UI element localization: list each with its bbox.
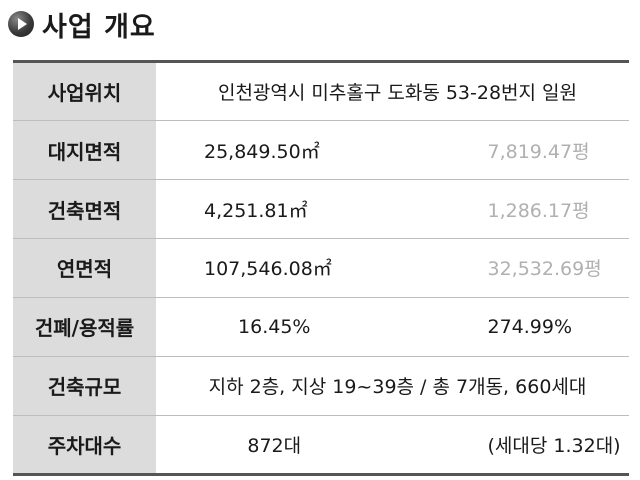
table-row-location: 사업위치 인천광역시 미추홀구 도화동 53-28번지 일원 — [13, 63, 629, 122]
site-area-pyeong: 7,819.47평 — [392, 120, 629, 181]
table-row-gross-floor-area: 연면적 107,546.08㎡ 32,532.69평 — [13, 238, 629, 298]
play-bullet-icon — [8, 11, 34, 37]
table-row-parking: 주차대수 872대 (세대당 1.32대) — [13, 415, 629, 473]
row-label: 건축면적 — [13, 179, 156, 240]
row-label: 연면적 — [13, 238, 156, 298]
parking-count: 872대 — [247, 434, 302, 457]
parking-per-household: (세대당 1.32대) — [487, 434, 621, 457]
table-row-building-scale: 건축규모 지하 2층, 지상 19~39층 / 총 7개동, 660세대 — [13, 356, 629, 416]
table-row-coverage-ratio: 건폐/용적률 16.45% 274.99% — [13, 297, 629, 357]
location-value: 인천광역시 미추홀구 도화동 53-28번지 일원 — [156, 63, 629, 122]
table-row-site-area: 대지면적 25,849.50㎡ 7,819.47평 — [13, 120, 629, 181]
row-label: 주차대수 — [13, 415, 156, 473]
building-scale-value: 지하 2층, 지상 19~39층 / 총 7개동, 660세대 — [156, 356, 629, 416]
floor-area-ratio: 274.99% — [392, 297, 629, 357]
gross-floor-area-pyeong: 32,532.69평 — [392, 238, 629, 298]
building-coverage-ratio: 16.45% — [156, 297, 393, 357]
section-heading: 사업 개요 — [8, 6, 156, 43]
gross-floor-area-sqm: 107,546.08㎡ — [156, 238, 393, 298]
overview-table: 사업위치 인천광역시 미추홀구 도화동 53-28번지 일원 대지면적 25,8… — [13, 60, 629, 476]
row-label: 건폐/용적률 — [13, 297, 156, 357]
section-title: 사업 개요 — [42, 11, 156, 43]
row-label: 사업위치 — [13, 63, 156, 122]
table-row-building-area: 건축면적 4,251.81㎡ 1,286.17평 — [13, 179, 629, 240]
row-label: 건축규모 — [13, 356, 156, 416]
building-area-pyeong: 1,286.17평 — [392, 179, 629, 240]
site-area-sqm: 25,849.50㎡ — [156, 120, 393, 181]
building-area-sqm: 4,251.81㎡ — [156, 179, 393, 240]
row-label: 대지면적 — [13, 120, 156, 181]
